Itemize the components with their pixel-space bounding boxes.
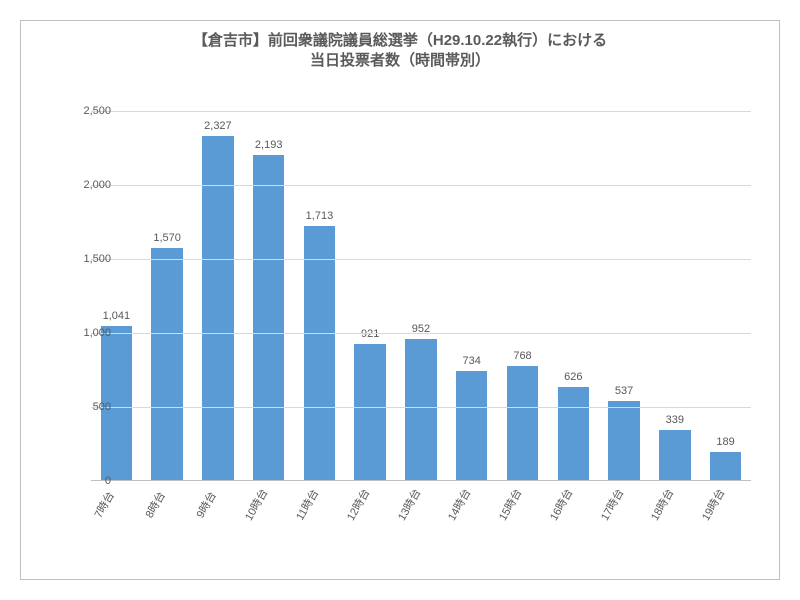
bar-value-label: 339 [666, 414, 684, 426]
x-tick-label: 14時台 [440, 479, 479, 531]
bar-slot: 2,193 [243, 111, 294, 480]
bar-slot: 921 [345, 111, 396, 480]
y-tick-label: 500 [61, 401, 111, 413]
bar-value-label: 537 [615, 385, 633, 397]
x-tick-label: 16時台 [541, 479, 580, 531]
bar-value-label: 768 [513, 350, 531, 362]
x-tick-label: 8時台 [135, 479, 174, 531]
bar [405, 339, 436, 480]
plot-area: 1,041 1,570 2,327 2,193 1,713 921952 734 768 626… [91, 111, 751, 481]
bar [608, 401, 639, 480]
bar-slot: 537 [599, 111, 650, 480]
x-tick-label: 17時台 [592, 479, 631, 531]
chart-frame: 【倉吉市】前回衆議院議員総選挙（H29.10.22執行）における 当日投票者数（… [20, 20, 780, 580]
bar-value-label: 2,327 [204, 120, 232, 132]
x-tick-label: 10時台 [237, 479, 276, 531]
y-tick-label: 0 [61, 475, 111, 487]
grid-line [91, 111, 751, 112]
y-tick-label: 1,000 [61, 327, 111, 339]
grid-line [91, 185, 751, 186]
y-tick-label: 1,500 [61, 253, 111, 265]
chart-title-line2: 当日投票者数（時間帯別） [310, 52, 490, 69]
bar-slot: 339 [649, 111, 700, 480]
bar-slot: 952 [396, 111, 447, 480]
grid-line [91, 407, 751, 408]
x-tick-label: 15時台 [490, 479, 529, 531]
bar-value-label: 2,193 [255, 139, 283, 151]
bar [151, 248, 182, 480]
bar [507, 366, 538, 480]
bar-slot: 626 [548, 111, 599, 480]
x-tick-label: 18時台 [643, 479, 682, 531]
bar [710, 452, 741, 480]
grid-line [91, 333, 751, 334]
bar-value-label: 1,713 [306, 210, 334, 222]
bar [253, 155, 284, 480]
y-tick-label: 2,500 [61, 105, 111, 117]
x-tick-label: 13時台 [389, 479, 428, 531]
bar [202, 136, 233, 480]
bar-slot: 1,713 [294, 111, 345, 480]
bar-value-label: 189 [716, 436, 734, 448]
bar-value-label: 626 [564, 371, 582, 383]
bar [558, 387, 589, 480]
bar-value-label: 1,570 [153, 232, 181, 244]
bar-slot: 1,570 [142, 111, 193, 480]
bar-value-label: 1,041 [103, 310, 131, 322]
bar [659, 430, 690, 480]
bar-value-label: 734 [463, 355, 481, 367]
x-axis-labels: 7時台8時台9時台10時台11時台12時台13時台14時台15時台16時台17時… [91, 483, 751, 499]
bar-slot: 768 [497, 111, 548, 480]
bar-slot: 734 [446, 111, 497, 480]
bar [456, 371, 487, 480]
chart-title: 【倉吉市】前回衆議院議員総選挙（H29.10.22執行）における 当日投票者数（… [21, 21, 779, 72]
x-tick-label: 9時台 [186, 479, 225, 531]
y-tick-label: 2,000 [61, 179, 111, 191]
bar [354, 344, 385, 480]
chart-title-line1: 【倉吉市】前回衆議院議員総選挙（H29.10.22執行）における [193, 32, 607, 49]
x-tick-label: 11時台 [287, 479, 326, 531]
x-tick-label: 12時台 [338, 479, 377, 531]
bar [304, 226, 335, 480]
bar-slot: 189 [700, 111, 751, 480]
bar-slot: 1,041 [91, 111, 142, 480]
grid-line [91, 259, 751, 260]
x-tick-label: 19時台 [693, 479, 732, 531]
bar-slot: 2,327 [193, 111, 244, 480]
bars-container: 1,041 1,570 2,327 2,193 1,713 921952 734 768 626… [91, 111, 751, 480]
